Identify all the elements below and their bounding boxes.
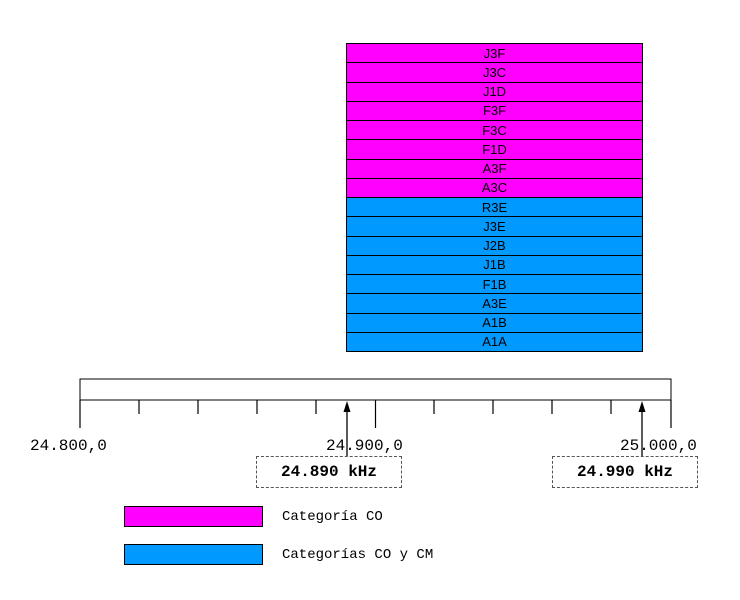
legend-swatch-co xyxy=(124,506,263,527)
marker-arrow xyxy=(638,401,646,456)
band-a3f: A3F xyxy=(346,159,643,179)
legend-label-co-cm: Categorías CO y CM xyxy=(282,546,434,563)
band-f1d: F1D xyxy=(346,140,643,160)
marker-label-upper: 24.990 kHz xyxy=(552,456,698,488)
legend-swatch-co-cm xyxy=(124,544,263,565)
legend-item-co-cm: Categorías CO y CM xyxy=(124,544,433,565)
legend-item-co: Categoría CO xyxy=(124,506,383,527)
band-a1a: A1A xyxy=(346,332,643,352)
band-f1b: F1B xyxy=(346,275,643,295)
band-r3e: R3E xyxy=(346,198,643,218)
band-f3f: F3F xyxy=(346,101,643,121)
band-j3e: J3E xyxy=(346,217,643,237)
marker-arrow xyxy=(343,401,351,456)
scale-label-end: 25.000,0 xyxy=(620,437,697,455)
band-j2b: J2B xyxy=(346,236,643,256)
band-f3c: F3C xyxy=(346,121,643,141)
emission-class-stack: J3F J3C J1D F3F F3C F1D A3F A3C R3E J3E J2B J1B F1B A… xyxy=(346,43,643,352)
scale-bar xyxy=(79,378,672,401)
scale-ticks xyxy=(79,400,672,428)
band-a3c: A3C xyxy=(346,178,643,198)
band-j1d: J1D xyxy=(346,82,643,102)
legend-label-co: Categoría CO xyxy=(282,508,383,525)
scale-label-mid: 24.900,0 xyxy=(326,437,403,455)
band-a1b: A1B xyxy=(346,313,643,333)
scale-label-start: 24.800,0 xyxy=(30,437,107,455)
marker-arrows xyxy=(343,401,646,456)
band-a3e: A3E xyxy=(346,294,643,314)
band-j3f: J3F xyxy=(346,43,643,64)
band-j1b: J1B xyxy=(346,255,643,275)
marker-label-lower: 24.890 kHz xyxy=(256,456,402,488)
band-j3c: J3C xyxy=(346,63,643,83)
